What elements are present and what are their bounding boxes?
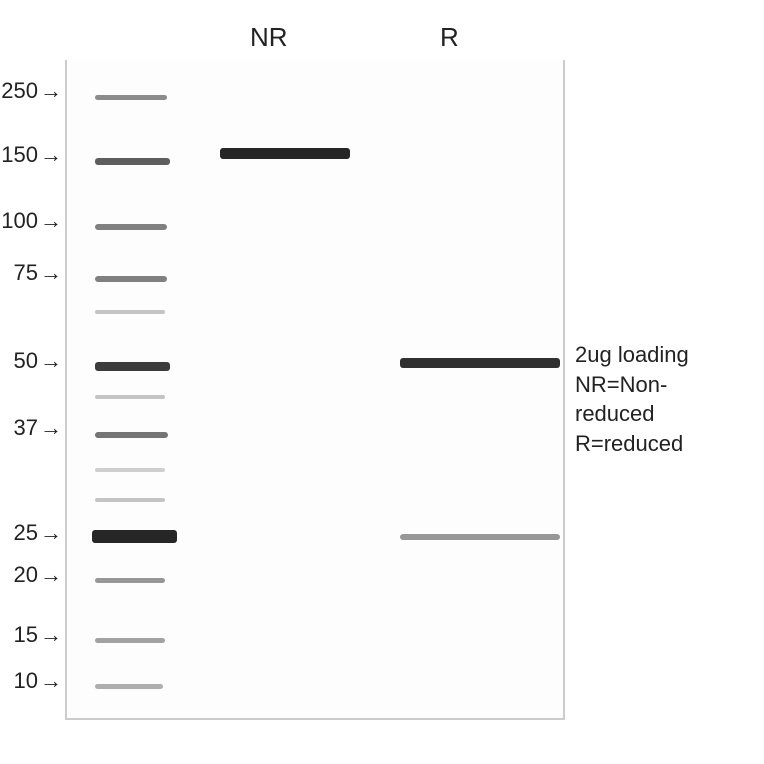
marker-value: 150 <box>1 142 38 167</box>
arrow-icon: → <box>40 348 62 374</box>
side-annotation: 2ug loading NR=Non- reduced R=reduced <box>575 340 689 459</box>
side-line: reduced <box>575 399 689 429</box>
marker-band <box>95 684 163 689</box>
side-line: 2ug loading <box>575 340 689 370</box>
marker-label: 10→ <box>14 668 62 694</box>
marker-label: 50→ <box>14 348 62 374</box>
marker-value: 37 <box>14 415 38 440</box>
arrow-icon: → <box>40 520 62 546</box>
arrow-icon: → <box>40 415 62 441</box>
lane-header-nr-text: NR <box>250 22 288 52</box>
sample-band <box>220 148 350 159</box>
marker-value: 250 <box>1 78 38 103</box>
side-line: NR=Non- <box>575 370 689 400</box>
arrow-icon: → <box>40 260 62 286</box>
marker-value: 25 <box>14 520 38 545</box>
marker-label: 250→ <box>1 78 62 104</box>
marker-band <box>95 395 165 399</box>
arrow-icon: → <box>40 562 62 588</box>
lane-header-r: R <box>440 22 459 53</box>
sample-band <box>400 358 560 368</box>
marker-band <box>95 158 170 165</box>
arrow-icon: → <box>40 208 62 234</box>
marker-band <box>95 498 165 502</box>
side-line: R=reduced <box>575 429 689 459</box>
marker-band <box>95 95 167 100</box>
marker-label: 25→ <box>14 520 62 546</box>
marker-label: 100→ <box>1 208 62 234</box>
marker-value: 10 <box>14 668 38 693</box>
marker-label: 20→ <box>14 562 62 588</box>
arrow-icon: → <box>40 78 62 104</box>
marker-band <box>95 276 167 282</box>
gel-figure: NR R 250→ 150→ 100→ 75→ 50→ 37→ 25→ 20→ … <box>0 0 764 764</box>
marker-label: 75→ <box>14 260 62 286</box>
lane-header-r-text: R <box>440 22 459 52</box>
lane-header-nr: NR <box>250 22 288 53</box>
marker-label: 15→ <box>14 622 62 648</box>
marker-band <box>95 468 165 472</box>
marker-label: 150→ <box>1 142 62 168</box>
marker-band <box>95 224 167 230</box>
marker-band <box>95 578 165 583</box>
marker-value: 20 <box>14 562 38 587</box>
marker-band <box>95 310 165 314</box>
marker-label: 37→ <box>14 415 62 441</box>
marker-band <box>95 362 170 371</box>
sample-band <box>400 534 560 540</box>
arrow-icon: → <box>40 668 62 694</box>
marker-value: 100 <box>1 208 38 233</box>
marker-band <box>95 638 165 643</box>
arrow-icon: → <box>40 142 62 168</box>
marker-band <box>92 530 177 543</box>
marker-value: 75 <box>14 260 38 285</box>
marker-band <box>95 432 168 438</box>
marker-value: 15 <box>14 622 38 647</box>
arrow-icon: → <box>40 622 62 648</box>
marker-value: 50 <box>14 348 38 373</box>
